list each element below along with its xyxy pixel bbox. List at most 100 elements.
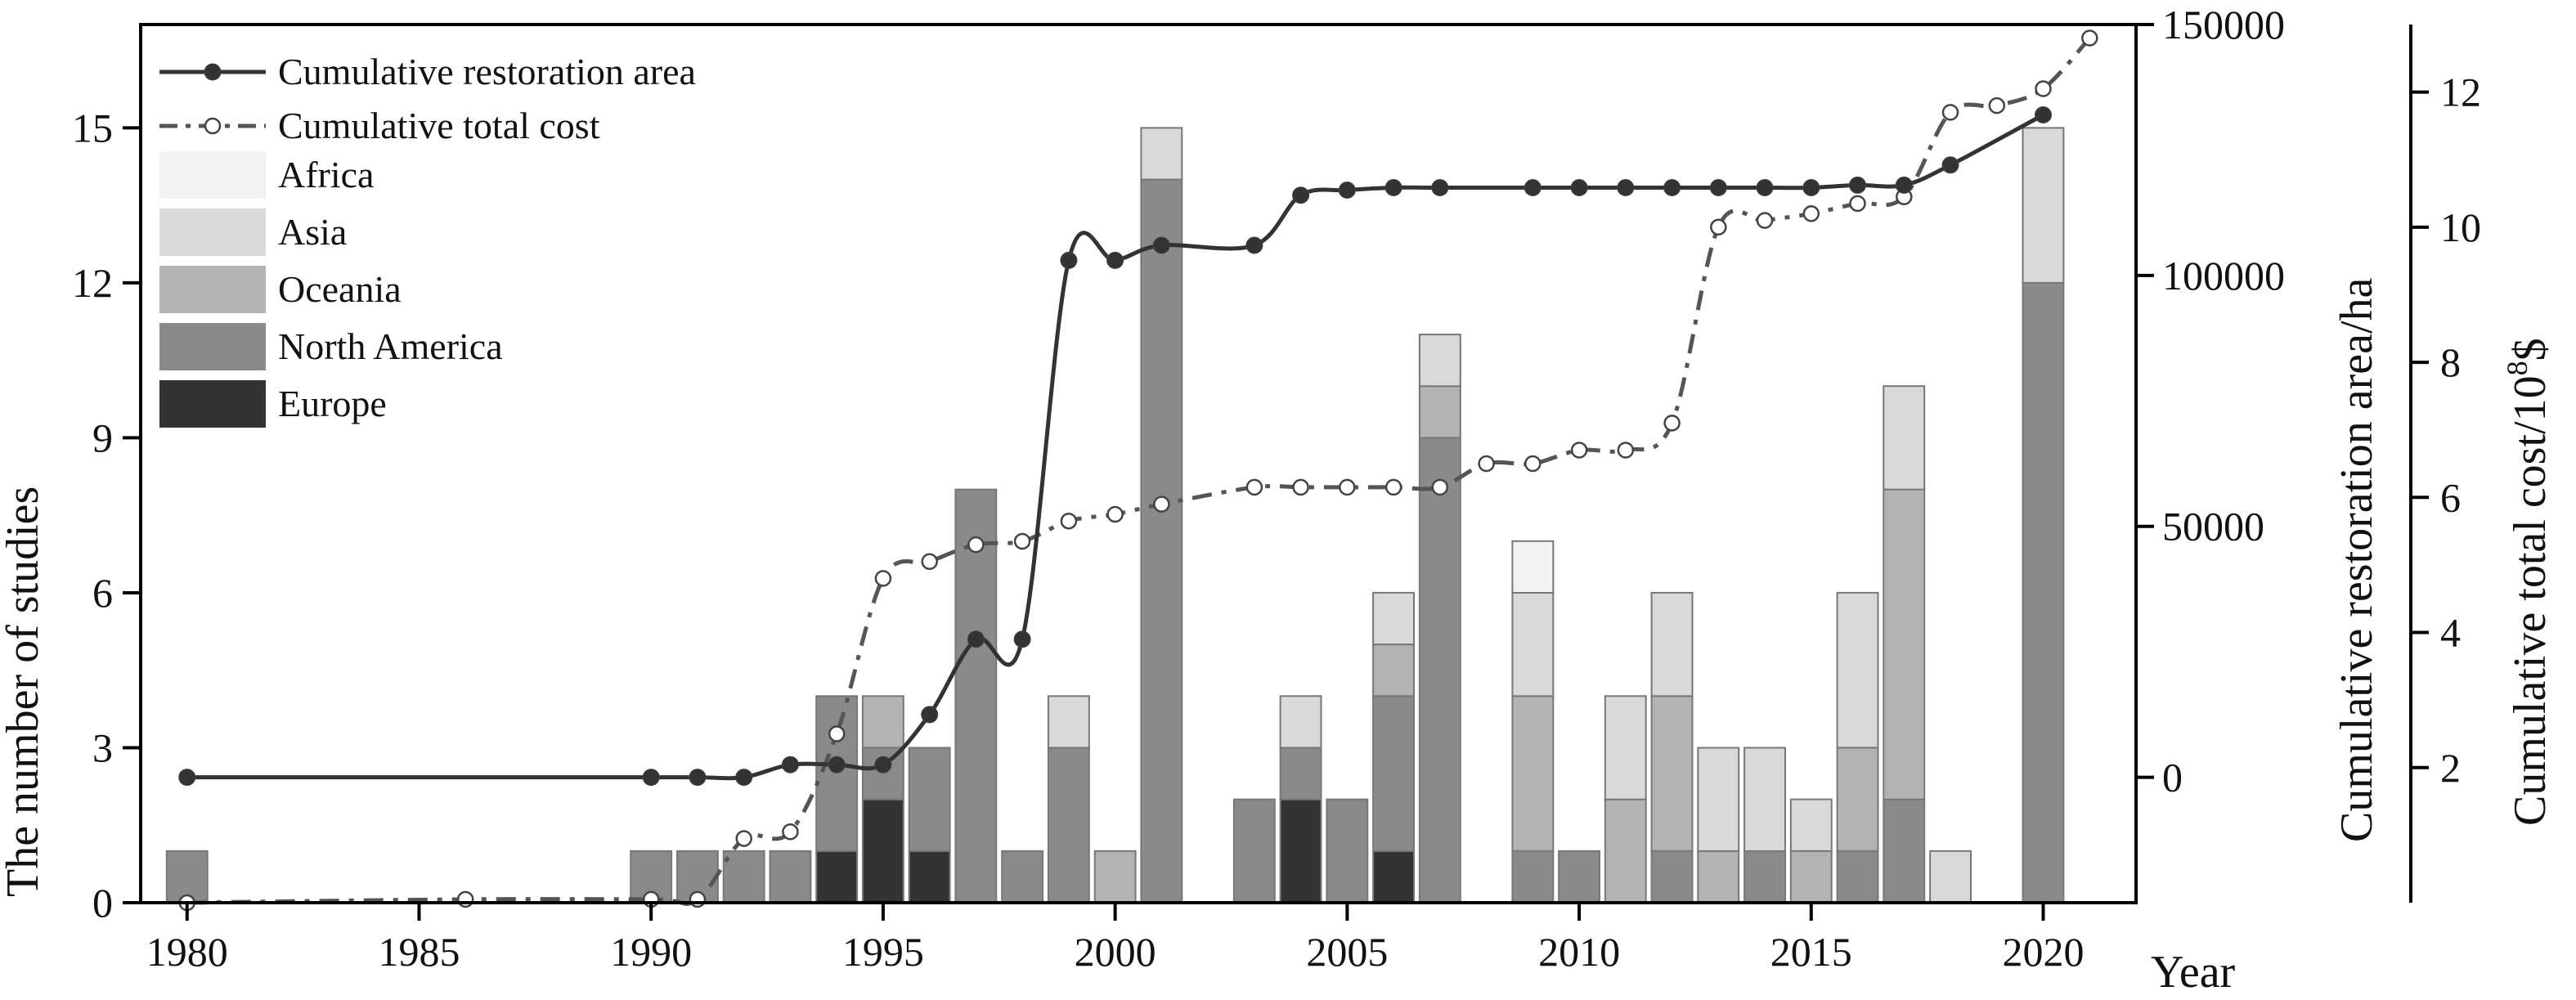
cost-point-1994 xyxy=(828,725,846,742)
bar-1999-asia xyxy=(1047,695,1090,749)
legend-swatch-africa xyxy=(159,151,266,199)
y-right2-tick-label-8: 8 xyxy=(2440,339,2461,385)
bar-2020-north-america xyxy=(2022,281,2065,904)
bar-1992-north-america xyxy=(722,850,765,904)
axes-layer: 1980 1985 1990 1995 2000 2005 2010 2015 20200369… xyxy=(72,2,2481,975)
cost-point-2018 xyxy=(1941,104,1959,121)
y-right1-tick-label-0: 0 xyxy=(2162,755,2183,800)
bar-2011-oceania xyxy=(1604,798,1647,904)
bar-2017-north-america xyxy=(1883,798,1926,904)
legend-marker-1 xyxy=(204,117,222,135)
legend-marker-0 xyxy=(204,63,222,81)
bar-1980-north-america xyxy=(165,850,209,904)
y-axis-right2-title: Cumulative total cost/108$ xyxy=(2501,338,2556,826)
cost-line xyxy=(186,36,2092,906)
area-point-1980 xyxy=(178,769,196,787)
area-point-2004 xyxy=(1292,186,1310,204)
y-axis-right1-title: Cumulative restoration area/ha xyxy=(2331,277,2382,842)
bar-2017-asia xyxy=(1883,385,1926,491)
y-right2-tick-label-4: 4 xyxy=(2440,610,2461,656)
area-point-2018 xyxy=(1941,156,1959,174)
area-point-2001 xyxy=(1152,236,1170,254)
x-tick-label-2015: 2015 xyxy=(1770,929,1852,975)
y-right2-tick-label-2: 2 xyxy=(2440,745,2461,791)
legend-swatch-asia xyxy=(159,209,266,256)
cost-point-2007 xyxy=(1431,478,1449,496)
bar-1998-north-america xyxy=(1001,850,1044,904)
bar-2004-europe xyxy=(1279,798,1322,904)
area-point-1991 xyxy=(689,769,707,787)
area-point-2009 xyxy=(1524,179,1542,196)
bar-2011-asia xyxy=(1604,695,1647,800)
area-point-1995 xyxy=(874,756,892,774)
legend-swatch-oceania xyxy=(159,266,266,313)
cost-point-1996 xyxy=(921,553,938,571)
legend: Cumulative restoration area Cumulative to… xyxy=(159,51,696,428)
bar-2006-north-america xyxy=(1372,695,1415,852)
bar-2009-africa xyxy=(1511,540,1555,594)
x-tick-label-2010: 2010 xyxy=(1538,929,1620,975)
cost-point-1993 xyxy=(782,823,799,841)
cost-point-2021 xyxy=(2081,29,2098,47)
y-left-tick-label-6: 6 xyxy=(92,570,113,616)
legend-label-oceania: Oceania xyxy=(278,268,402,310)
area-point-2010 xyxy=(1570,179,1588,196)
bar-2015-oceania xyxy=(1789,850,1833,904)
bar-2009-north-america xyxy=(1511,850,1555,904)
y-right1-tick-label-150000: 150000 xyxy=(2162,2,2285,47)
legend-label-africa: Africa xyxy=(278,154,374,195)
bar-2020-asia xyxy=(2022,127,2065,284)
y-axis-left-title: The number of studies xyxy=(0,487,48,897)
bar-2016-asia xyxy=(1836,591,1879,749)
bar-2015-asia xyxy=(1789,798,1833,852)
cost-point-2016 xyxy=(1849,195,1866,213)
area-point-2005 xyxy=(1338,182,1356,199)
y-axis-right2-title-main: Cumulative total cost/10 xyxy=(2505,375,2556,826)
bar-2013-asia xyxy=(1697,747,1740,852)
cost-point-2001 xyxy=(1153,496,1170,513)
y-left-tick-label-3: 3 xyxy=(92,724,113,770)
cost-point-1986 xyxy=(456,890,474,908)
bar-1996-north-america xyxy=(908,747,951,852)
bar-2016-north-america xyxy=(1836,850,1879,904)
bar-2000-oceania xyxy=(1093,850,1137,904)
cost-point-2000 xyxy=(1106,505,1124,523)
bar-2003-north-america xyxy=(1232,798,1276,904)
bar-2004-asia xyxy=(1279,695,1322,749)
cost-point-2010 xyxy=(1570,442,1588,459)
bar-2013-oceania xyxy=(1697,850,1740,904)
legend-label-north-america: North America xyxy=(278,325,503,367)
y-axis-right2-title-sup: 8 xyxy=(2501,361,2533,375)
x-tick-label-1990: 1990 xyxy=(610,929,692,975)
area-point-2013 xyxy=(1709,179,1727,196)
area-point-2015 xyxy=(1802,179,1820,196)
legend-label-1: Cumulative total cost xyxy=(278,105,600,146)
legend-label-europe: Europe xyxy=(278,383,387,424)
area-point-2017 xyxy=(1895,176,1913,194)
area-point-2000 xyxy=(1106,251,1124,269)
area-point-2006 xyxy=(1384,179,1402,196)
bar-1994-north-america xyxy=(815,695,859,852)
bar-2012-north-america xyxy=(1650,850,1694,904)
legend-label-asia: Asia xyxy=(278,211,347,253)
cost-point-2005 xyxy=(1339,478,1356,496)
bar-2007-north-america xyxy=(1418,437,1461,904)
y-left-tick-label-9: 9 xyxy=(92,415,113,460)
bar-2006-asia xyxy=(1372,591,1415,646)
y-right2-tick-label-12: 12 xyxy=(2440,70,2481,115)
cost-point-2019 xyxy=(1988,96,2006,114)
cost-point-1995 xyxy=(874,570,892,587)
cost-point-2009 xyxy=(1524,455,1542,473)
cost-point-2015 xyxy=(1802,205,1820,222)
bar-2018-asia xyxy=(1929,850,1972,904)
cost-point-2013 xyxy=(1710,218,1727,236)
cost-point-1997 xyxy=(967,536,985,554)
bar-2014-asia xyxy=(1744,747,1787,852)
y-right1-tick-label-100000: 100000 xyxy=(2162,253,2285,298)
bar-1995-oceania xyxy=(861,695,904,749)
bar-2007-oceania xyxy=(1418,385,1461,439)
bar-2006-europe xyxy=(1372,850,1415,904)
x-tick-label-1980: 1980 xyxy=(146,929,228,975)
bar-2016-oceania xyxy=(1836,747,1879,852)
